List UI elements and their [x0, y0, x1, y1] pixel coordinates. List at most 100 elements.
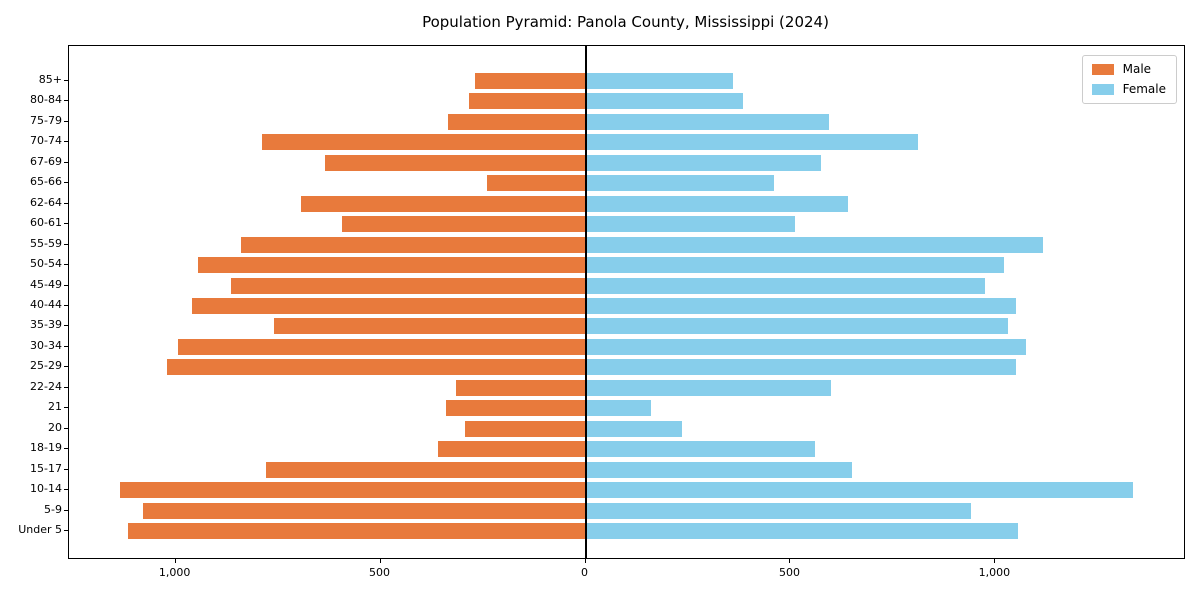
- female-bar: [585, 318, 1008, 335]
- legend-item-female: Female: [1091, 82, 1166, 96]
- plot-area: Male Female: [68, 45, 1185, 559]
- y-axis-label: 18-19: [30, 441, 62, 455]
- female-bar: [585, 175, 775, 192]
- female-color-swatch: [1091, 84, 1114, 95]
- male-bar: [468, 93, 586, 110]
- x-axis-tick-label: 0: [581, 566, 588, 579]
- female-bar: [585, 113, 830, 130]
- male-bar: [191, 298, 586, 314]
- y-tick-mark: [64, 489, 68, 491]
- y-axis-label: 22-24: [30, 379, 62, 393]
- male-bar: [273, 318, 586, 335]
- female-bar: [585, 298, 1016, 314]
- male-bar: [230, 277, 586, 294]
- male-bar: [437, 441, 586, 458]
- y-axis-label: 75-79: [30, 113, 62, 127]
- y-axis-label: 45-49: [30, 277, 62, 291]
- x-axis-tick-label: 500: [778, 566, 800, 579]
- y-tick-mark: [64, 305, 68, 306]
- female-bar: [585, 195, 848, 212]
- male-bar: [300, 195, 586, 212]
- y-axis-label: 5-9: [44, 502, 62, 516]
- y-axis-label: 67-69: [30, 154, 62, 168]
- male-bar: [325, 154, 586, 171]
- y-tick-mark: [64, 161, 68, 163]
- female-bar: [585, 93, 744, 110]
- y-axis-label: 25-29: [30, 359, 62, 373]
- female-bar: [585, 461, 852, 478]
- female-bar: [585, 359, 1016, 376]
- y-axis-label: 70-74: [30, 134, 62, 148]
- y-axis-label: 65-66: [30, 175, 62, 189]
- y-tick-mark: [64, 345, 68, 347]
- legend-item-male: Male: [1091, 62, 1166, 76]
- y-tick-mark: [64, 223, 68, 225]
- y-axis-label: 20: [48, 420, 62, 434]
- y-axis-label: 35-39: [30, 318, 62, 332]
- female-bar: [585, 257, 1004, 274]
- female-bar: [585, 134, 918, 151]
- female-bar: [585, 502, 971, 519]
- female-bar: [585, 236, 1043, 253]
- y-tick-mark: [64, 80, 68, 81]
- male-bar: [241, 236, 586, 253]
- y-tick-mark: [64, 202, 68, 204]
- y-axis-label: 62-64: [30, 195, 62, 209]
- legend-label-female: Female: [1122, 82, 1166, 96]
- female-bar: [585, 73, 734, 89]
- x-tick-mark: [789, 559, 791, 563]
- female-bar: [585, 277, 986, 294]
- y-axis-label: 85+: [38, 73, 62, 86]
- male-bar: [446, 400, 586, 417]
- y-axis-label: 50-54: [30, 257, 62, 271]
- x-axis-tick-label: 1,000: [158, 566, 191, 579]
- y-tick-mark: [64, 427, 68, 429]
- y-tick-mark: [64, 386, 68, 388]
- female-bar: [585, 216, 795, 233]
- x-axis-tick-label: 500: [369, 566, 391, 579]
- y-tick-mark: [64, 264, 68, 266]
- y-tick-mark: [64, 284, 68, 286]
- male-bar: [177, 338, 586, 355]
- female-bar: [585, 420, 682, 437]
- male-bar: [265, 461, 586, 478]
- y-tick-mark: [64, 243, 68, 245]
- male-bar: [341, 216, 586, 233]
- y-tick-mark: [64, 509, 68, 511]
- female-bar: [585, 379, 832, 396]
- female-bar: [585, 400, 652, 417]
- y-axis-label: 15-17: [30, 461, 62, 475]
- male-bar: [474, 73, 586, 89]
- female-bar: [585, 523, 1018, 539]
- y-axis-label: 30-34: [30, 338, 62, 352]
- male-bar: [464, 420, 586, 437]
- y-axis-label: 80-84: [30, 93, 62, 107]
- x-tick-mark: [379, 559, 381, 563]
- y-axis-label: Under 5: [18, 523, 62, 536]
- male-bar: [456, 379, 586, 396]
- male-color-swatch: [1091, 64, 1114, 75]
- female-bar: [585, 154, 822, 171]
- y-axis-label: 21: [48, 400, 62, 414]
- male-bar: [120, 482, 586, 499]
- y-axis-label: 40-44: [30, 298, 62, 311]
- bars-layer: [69, 46, 1184, 558]
- female-bar: [585, 441, 816, 458]
- y-tick-mark: [64, 448, 68, 450]
- y-tick-mark: [64, 366, 68, 368]
- x-tick-mark: [584, 559, 586, 563]
- legend: Male Female: [1081, 55, 1177, 104]
- x-axis-tick-label: 1,000: [978, 566, 1011, 579]
- male-bar: [128, 523, 586, 539]
- male-bar: [198, 257, 586, 274]
- y-tick-mark: [64, 182, 68, 184]
- y-tick-mark: [64, 120, 68, 122]
- x-tick-mark: [174, 559, 176, 563]
- zero-axis-line: [584, 46, 587, 558]
- legend-label-male: Male: [1122, 62, 1152, 76]
- y-tick-mark: [64, 468, 68, 470]
- female-bar: [585, 482, 1133, 499]
- male-bar: [261, 134, 586, 151]
- y-axis-label: 10-14: [30, 482, 62, 496]
